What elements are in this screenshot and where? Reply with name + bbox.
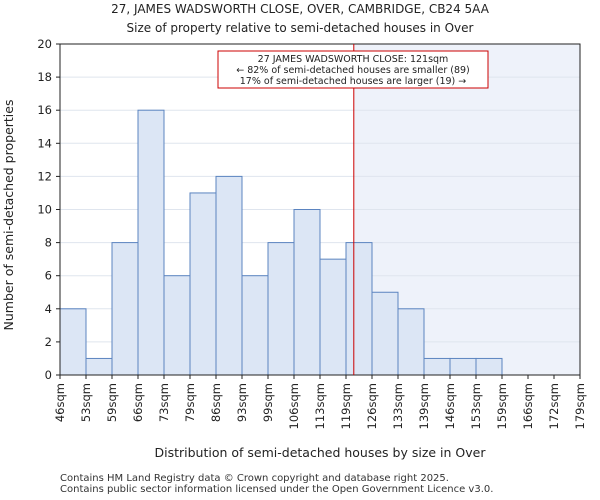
y-tick-label: 16: [37, 103, 52, 117]
x-tick-label: 126sqm: [365, 383, 379, 429]
histogram-bar: [85, 357, 113, 376]
x-axis-label: Distribution of semi-detached houses by …: [155, 445, 487, 460]
x-tick-label: 79sqm: [183, 383, 197, 422]
footer-licence: Contains public sector information licen…: [60, 484, 494, 495]
histogram-bar: [293, 209, 321, 376]
x-tick-label: 159sqm: [495, 383, 509, 429]
x-tick-label: 86sqm: [209, 383, 223, 422]
histogram-bar: [345, 242, 373, 376]
x-tick-label: 73sqm: [157, 383, 171, 422]
histogram-bar: [59, 308, 87, 376]
x-tick-label: 113sqm: [313, 383, 327, 429]
annotation-line3: 17% of semi-detached houses are larger (…: [240, 76, 467, 87]
y-axis-label: Number of semi-detached properties: [1, 100, 16, 331]
x-tick-label: 99sqm: [261, 383, 275, 422]
histogram-bar: [163, 275, 191, 376]
chart-title: 27, JAMES WADSWORTH CLOSE, OVER, CAMBRID…: [111, 2, 489, 16]
histogram-bar: [189, 192, 217, 376]
histogram-bar: [475, 357, 503, 376]
histogram-bar: [111, 242, 139, 376]
y-tick-label: 8: [45, 236, 52, 250]
histogram-bar: [137, 109, 165, 376]
y-tick-label: 14: [37, 136, 52, 150]
x-tick-label: 59sqm: [105, 383, 119, 422]
x-tick-label: 93sqm: [235, 383, 249, 422]
x-tick-label: 133sqm: [391, 383, 405, 429]
annotation-line2: ← 82% of semi-detached houses are smalle…: [236, 65, 470, 76]
histogram-bar: [267, 242, 295, 376]
y-tick-label: 20: [37, 37, 52, 51]
y-tick-label: 18: [37, 70, 52, 84]
x-tick-label: 66sqm: [131, 383, 145, 422]
x-tick-label: 172sqm: [547, 383, 561, 429]
histogram-bar: [449, 357, 477, 376]
y-tick-label: 0: [45, 368, 52, 382]
x-tick-label: 46sqm: [53, 383, 67, 422]
footer-copyright: Contains HM Land Registry data © Crown c…: [60, 473, 449, 484]
x-tick-label: 166sqm: [521, 383, 535, 429]
y-tick-label: 4: [45, 302, 52, 316]
chart-subtitle: Size of property relative to semi-detach…: [126, 21, 474, 35]
histogram-bar: [423, 357, 451, 376]
x-tick-label: 119sqm: [339, 383, 353, 429]
x-tick-label: 179sqm: [573, 383, 587, 429]
y-tick-label: 10: [37, 203, 52, 217]
histogram-bar: [215, 175, 243, 376]
annotation-box: [217, 50, 489, 89]
histogram-bar: [397, 308, 425, 376]
x-tick-label: 53sqm: [79, 383, 93, 422]
histogram-bar: [371, 291, 399, 376]
histogram-bar: [241, 275, 269, 376]
histogram-bar: [319, 258, 347, 376]
y-tick-label: 12: [37, 169, 52, 183]
annotation-line1: 27 JAMES WADSWORTH CLOSE: 121sqm: [258, 54, 449, 65]
x-tick-label: 106sqm: [287, 383, 301, 429]
y-tick-label: 6: [45, 269, 52, 283]
x-tick-label: 139sqm: [417, 383, 431, 429]
y-tick-label: 2: [45, 335, 52, 349]
x-tick-label: 153sqm: [469, 383, 483, 429]
x-tick-label: 146sqm: [443, 383, 457, 429]
